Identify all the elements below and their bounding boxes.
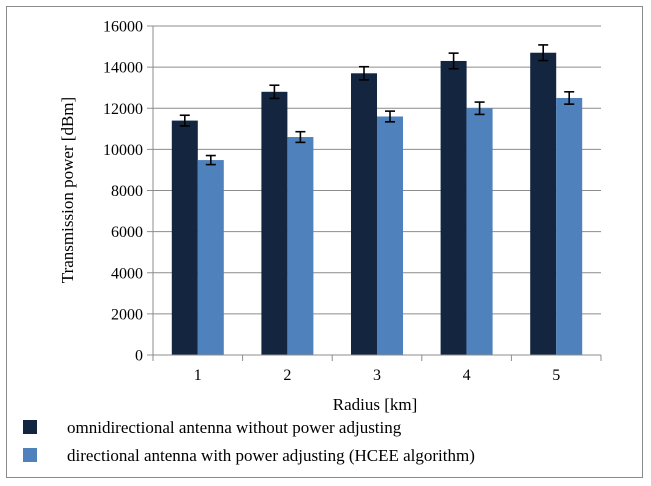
bar-series-2 xyxy=(287,137,314,355)
bar-series-2 xyxy=(197,160,224,355)
legend-swatch-2 xyxy=(23,448,37,462)
y-tick-labels: 0 2000 4000 6000 8000 10000 12000 14000 16000 xyxy=(103,19,143,365)
y-axis-label: Transmission power [dBm] xyxy=(58,97,77,283)
y-tick-label: 8000 xyxy=(111,183,143,200)
bar-series-1 xyxy=(530,52,557,355)
y-tick-label: 6000 xyxy=(111,224,143,241)
legend-entry-2: directional antenna with power adjusting… xyxy=(67,446,475,465)
legend-swatch-1 xyxy=(23,420,37,434)
x-tick-label: 5 xyxy=(552,367,560,384)
y-tick-label: 16000 xyxy=(103,19,143,36)
bar-series-2 xyxy=(377,116,403,355)
error-bars xyxy=(179,44,575,166)
legend-entry-1: omnidirectional antenna without power ad… xyxy=(67,418,402,437)
bars xyxy=(171,52,583,356)
x-tick-label: 2 xyxy=(283,367,291,384)
y-tick-label: 12000 xyxy=(103,101,143,118)
y-tick-label: 2000 xyxy=(111,306,143,323)
bar-series-1 xyxy=(351,73,377,355)
x-axis-label: Radius [km] xyxy=(333,395,418,414)
x-tick-label: 3 xyxy=(373,367,381,384)
legend: omnidirectional antenna without power ad… xyxy=(23,418,475,465)
bar-series-1 xyxy=(261,91,288,356)
y-tick-label: 0 xyxy=(135,348,143,365)
x-tick-label: 4 xyxy=(463,367,471,384)
x-tick-label: 1 xyxy=(194,367,202,384)
y-tick-label: 10000 xyxy=(103,142,143,159)
bar-series-1 xyxy=(171,120,198,356)
x-tick-labels: 1 2 3 4 5 xyxy=(194,367,560,384)
bar-series-2 xyxy=(466,108,493,355)
y-tick-label: 4000 xyxy=(111,265,143,282)
axes xyxy=(147,25,602,361)
bar-series-2 xyxy=(556,97,583,355)
bar-series-1 xyxy=(440,60,467,356)
y-tick-label: 14000 xyxy=(103,60,143,77)
